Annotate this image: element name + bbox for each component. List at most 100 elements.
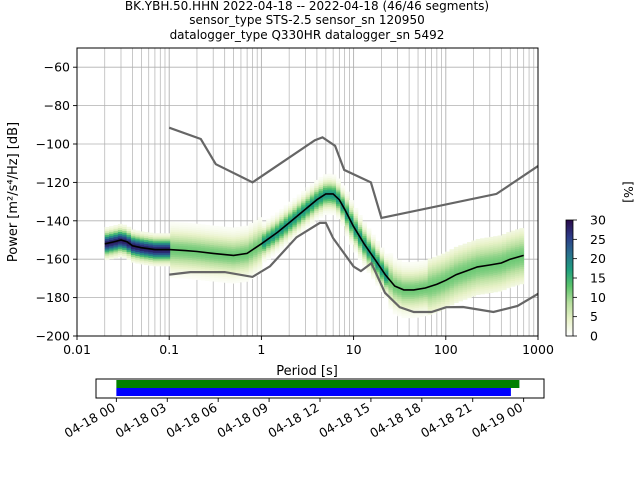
- heatmap-cell: [353, 209, 359, 213]
- heatmap-cell: [261, 223, 267, 227]
- heatmap-cell: [244, 279, 250, 282]
- heatmap-cell: [488, 236, 494, 240]
- heatmap-cell: [222, 230, 228, 233]
- heatmap-cell: [388, 253, 394, 256]
- heatmap-cell: [414, 294, 420, 297]
- heatmap-cell: [314, 212, 320, 215]
- heatmap-cell: [401, 290, 407, 294]
- heatmap-cell: [384, 255, 389, 259]
- heatmap-cell: [226, 261, 232, 264]
- heatmap-cell: [248, 272, 254, 276]
- heatmap-cell: [296, 230, 302, 234]
- heatmap-cell: [192, 233, 197, 236]
- heatmap-cell: [117, 231, 123, 234]
- heatmap-cell: [501, 237, 507, 241]
- heatmap-cell: [440, 278, 446, 281]
- heatmap-cell: [178, 266, 184, 269]
- heatmap-cell: [475, 261, 481, 265]
- heatmap-cell: [240, 268, 245, 271]
- heatmap-cell: [475, 283, 481, 286]
- heatmap-cell: [148, 259, 154, 262]
- heatmap-cell: [192, 236, 197, 240]
- heatmap-cell: [253, 264, 258, 267]
- heatmap-cell: [432, 276, 437, 279]
- heatmap-cell: [253, 225, 258, 229]
- heatmap-cell: [471, 282, 477, 286]
- heatmap-cell: [314, 208, 320, 212]
- heatmap-cell: [453, 248, 459, 252]
- heatmap-cell: [449, 285, 455, 289]
- heatmap-cell: [209, 235, 215, 238]
- heatmap-cell: [222, 247, 228, 251]
- heatmap-cell: [257, 259, 263, 262]
- heatmap-cell: [209, 279, 215, 282]
- heatmap-cell: [113, 236, 119, 239]
- heatmap-cell: [296, 227, 302, 230]
- heatmap-cell: [488, 240, 494, 244]
- heatmap-cell: [305, 198, 311, 202]
- heatmap-cell: [462, 285, 468, 289]
- heatmap-cell: [213, 227, 219, 231]
- heatmap-cell: [196, 268, 202, 271]
- heatmap-cell: [226, 236, 232, 240]
- heatmap-cell: [314, 183, 320, 187]
- heatmap-cell: [314, 185, 320, 189]
- heatmap-cell: [436, 301, 442, 304]
- heatmap-cell: [475, 279, 481, 282]
- heatmap-cell: [274, 214, 280, 217]
- heatmap-cell: [357, 218, 363, 222]
- heatmap-cell: [218, 280, 223, 283]
- heatmap-cell: [144, 251, 149, 254]
- heatmap-cell: [471, 280, 477, 284]
- heatmap-cell: [488, 284, 494, 288]
- heatmap-cell: [327, 191, 333, 194]
- heatmap-cell: [109, 237, 114, 240]
- heatmap-cell: [135, 247, 141, 251]
- heatmap-cell: [318, 201, 324, 205]
- heatmap-cell: [497, 287, 503, 290]
- heatmap-cell: [423, 281, 429, 284]
- coverage-bars: [116, 380, 520, 396]
- heatmap-cell: [279, 239, 285, 242]
- heatmap-cell: [231, 265, 237, 269]
- heatmap-cell: [148, 234, 154, 237]
- heatmap-cell: [257, 236, 263, 239]
- heatmap-cell: [283, 226, 289, 229]
- heatmap-cell: [401, 287, 407, 290]
- heatmap-cell: [449, 293, 455, 296]
- heatmap-cell: [209, 242, 215, 246]
- heatmap-cell: [170, 227, 175, 231]
- heatmap-cell: [327, 202, 333, 205]
- heatmap-cell: [488, 250, 494, 253]
- heatmap-cell: [222, 232, 228, 235]
- heatmap-cell: [362, 260, 368, 263]
- heatmap-cell: [466, 270, 472, 274]
- heatmap-cell: [253, 235, 258, 238]
- heatmap-cell: [231, 244, 237, 248]
- noise-models: [168, 126, 538, 314]
- heatmap-cell: [130, 235, 136, 238]
- heatmap-cell: [327, 175, 333, 178]
- heatmap-cell: [301, 204, 306, 207]
- heatmap-cell: [410, 292, 416, 296]
- heatmap-cell: [222, 265, 228, 268]
- heatmap-cell: [436, 305, 442, 308]
- heatmap-cell: [218, 232, 223, 235]
- heatmap-cell: [401, 313, 407, 317]
- heatmap-cell: [113, 238, 119, 241]
- heatmap-cell: [344, 208, 350, 212]
- heatmap-cell: [392, 273, 398, 276]
- heatmap-cell: [466, 284, 472, 287]
- heatmap-cell: [392, 262, 398, 265]
- heatmap-cell: [384, 280, 389, 283]
- heatmap-cell: [405, 312, 411, 315]
- heatmap-cell: [362, 247, 368, 250]
- heatmap-cell: [493, 270, 498, 274]
- heatmap-cell: [449, 251, 455, 254]
- heatmap-cell: [366, 245, 372, 249]
- heatmap-cell: [344, 210, 350, 214]
- heatmap-cell: [174, 227, 180, 231]
- heatmap-cell: [427, 260, 433, 263]
- heatmap-cell: [240, 233, 245, 237]
- heatmap-cell: [253, 243, 258, 246]
